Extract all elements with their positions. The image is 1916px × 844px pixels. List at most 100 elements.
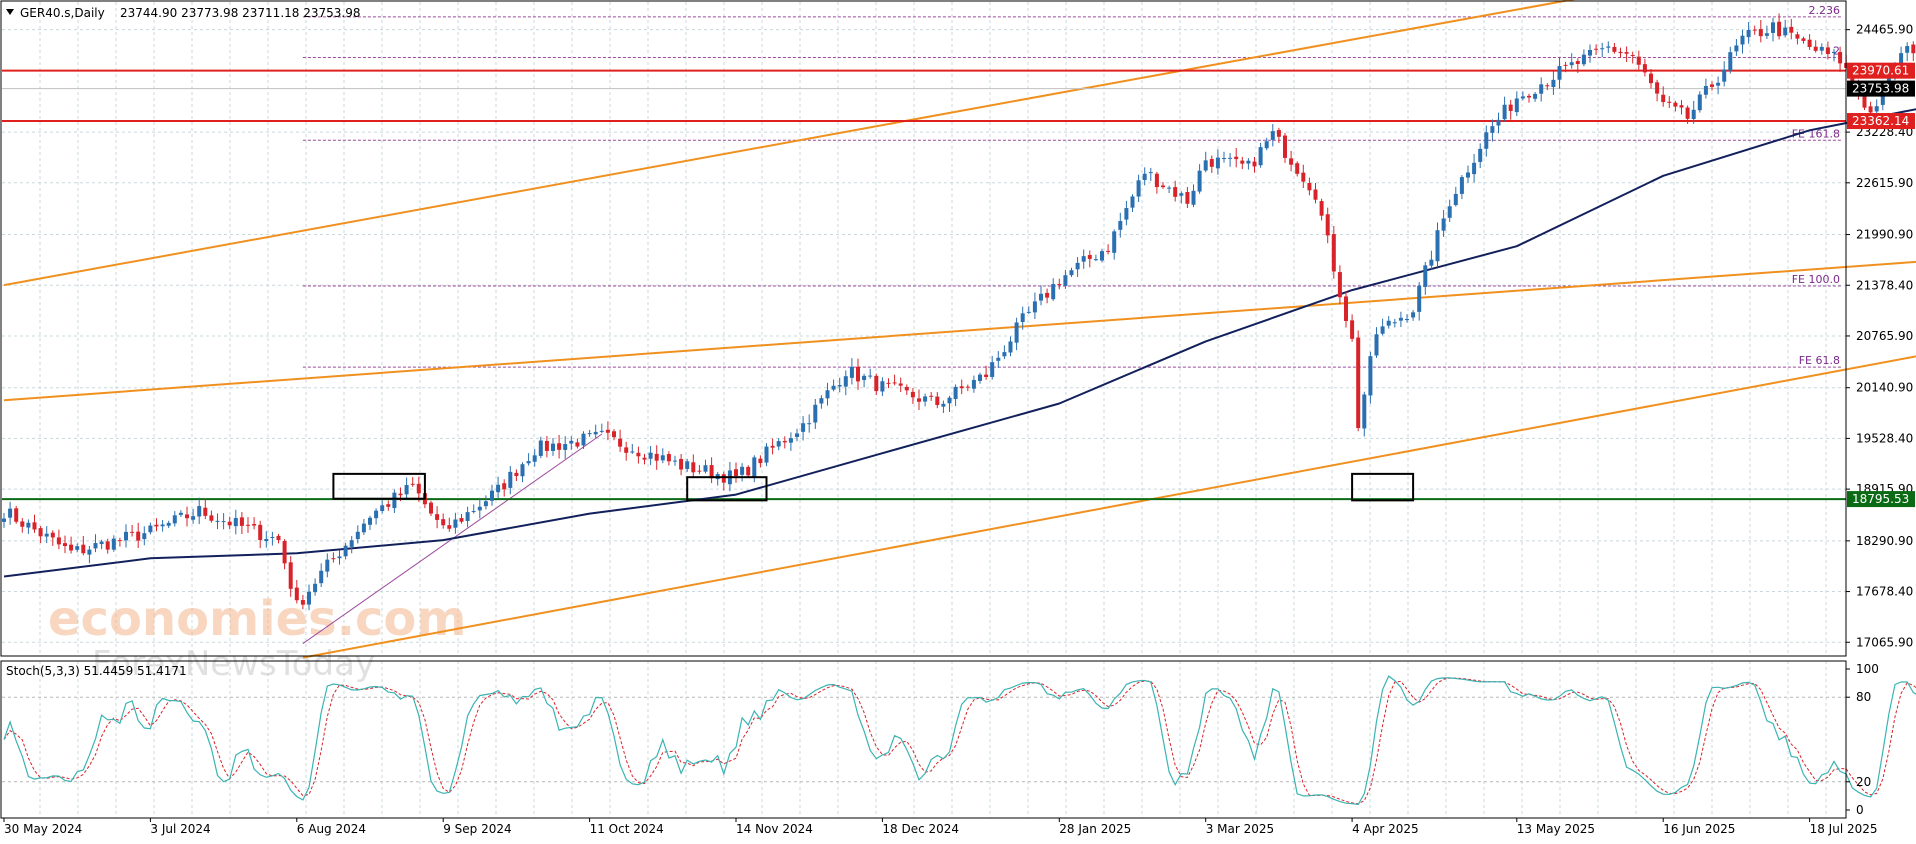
candle-body [1533, 93, 1538, 99]
watermark-line1: economies.com [48, 591, 466, 647]
trend-channel-line[interactable] [3, 234, 1916, 402]
candle-body [544, 440, 549, 451]
candle-body [1118, 221, 1123, 230]
candle-body [1734, 45, 1739, 52]
main-panel-frame [0, 0, 1847, 657]
candle-body [26, 522, 31, 528]
marked-box[interactable] [1351, 472, 1415, 502]
candle-body [307, 591, 311, 605]
candle-body [1368, 356, 1373, 396]
candle-body [239, 517, 244, 526]
watermark-line2: ForexNewsToday [92, 644, 375, 684]
candle-body [1905, 46, 1910, 53]
candle-body [93, 543, 98, 549]
y-tick-label: 22615.90 [1856, 176, 1913, 190]
candle-body [1789, 26, 1794, 33]
candle-body [197, 506, 202, 517]
candle-body [1911, 44, 1916, 54]
stoch-title: Stoch(5,3,3) 51.4459 51.4171 [6, 664, 187, 678]
candle-body [1588, 49, 1592, 56]
candle-body [1039, 293, 1043, 301]
candle-body [203, 507, 208, 516]
candle-body [380, 505, 385, 511]
dropdown-triangle-icon[interactable] [6, 9, 14, 15]
candle-body [50, 532, 55, 538]
horizontal-levels[interactable] [2, 69, 1846, 501]
candle-body [898, 383, 903, 386]
candle-body [1466, 172, 1470, 178]
candle-body [691, 462, 696, 473]
candle-body [368, 517, 372, 525]
trend-channels[interactable] [3, 0, 1916, 659]
trend-channel-line[interactable] [302, 285, 1916, 659]
candle-body [1411, 312, 1416, 318]
candle-body [1154, 173, 1159, 188]
candle-body [1807, 39, 1812, 47]
candle-body [459, 518, 464, 522]
candle-body [1539, 84, 1544, 94]
candle-body [288, 562, 293, 589]
candle-body [1563, 64, 1568, 66]
candle-body [1764, 33, 1769, 36]
candle-body [215, 520, 220, 522]
y-tick-label: 20140.90 [1856, 381, 1913, 395]
candle-body [917, 398, 921, 402]
candle-body [1813, 46, 1818, 51]
candle-body [654, 453, 659, 461]
marked-box[interactable] [686, 476, 768, 502]
stoch-signal-line [3, 677, 1916, 805]
candle-body [1801, 38, 1806, 41]
fib-level-label: FE 161.8 [1792, 127, 1840, 140]
candle-body [1508, 104, 1513, 111]
candle-body [1228, 157, 1233, 159]
candle-body [1167, 187, 1172, 189]
candle-body [148, 525, 153, 533]
candle-body [581, 433, 586, 446]
candle-body [1203, 160, 1208, 171]
candle-body [1679, 105, 1684, 108]
x-tick-label: 3 Mar 2025 [1206, 822, 1274, 836]
candle-body [703, 465, 708, 472]
trend-channel-line[interactable] [3, 0, 1663, 287]
candle-body [587, 433, 592, 435]
candle-body [1124, 208, 1129, 220]
candle-body [746, 466, 751, 476]
marked-boxes[interactable] [332, 472, 1415, 502]
candle-body [612, 431, 616, 438]
candle-body [520, 464, 525, 477]
candle-body [1777, 21, 1782, 37]
candle-body [191, 516, 196, 520]
candle-body [111, 538, 116, 550]
candle-body [776, 441, 781, 447]
candle-body [1886, 74, 1891, 84]
candle-body [1600, 48, 1605, 50]
candle-body [1130, 196, 1135, 208]
candle-body [1014, 322, 1019, 343]
fib-level-label: FE 100.0 [1792, 273, 1840, 286]
candle-body [1612, 46, 1617, 52]
candle-body [752, 457, 757, 477]
candle-body [1185, 191, 1190, 204]
last-price-tag-text: 23753.98 [1852, 82, 1909, 96]
fib-level-label: 2 [1833, 44, 1840, 57]
candle-body [624, 447, 629, 453]
candle-body [1868, 106, 1873, 113]
candle-body [1234, 156, 1239, 160]
candle-body [1838, 52, 1843, 64]
candle-body [1093, 259, 1098, 261]
candle-body [599, 430, 604, 432]
candle-body [508, 471, 513, 488]
candle-body [1728, 52, 1733, 71]
candle-body [1575, 61, 1580, 64]
candle-body [1722, 69, 1727, 82]
x-tick-label: 4 Apr 2025 [1352, 822, 1419, 836]
marked-box[interactable] [332, 472, 426, 500]
candle-body [1405, 318, 1409, 320]
candle-body [1496, 119, 1501, 126]
candle-body [1179, 193, 1184, 196]
candle-body [1270, 131, 1275, 140]
candle-body [477, 506, 482, 511]
